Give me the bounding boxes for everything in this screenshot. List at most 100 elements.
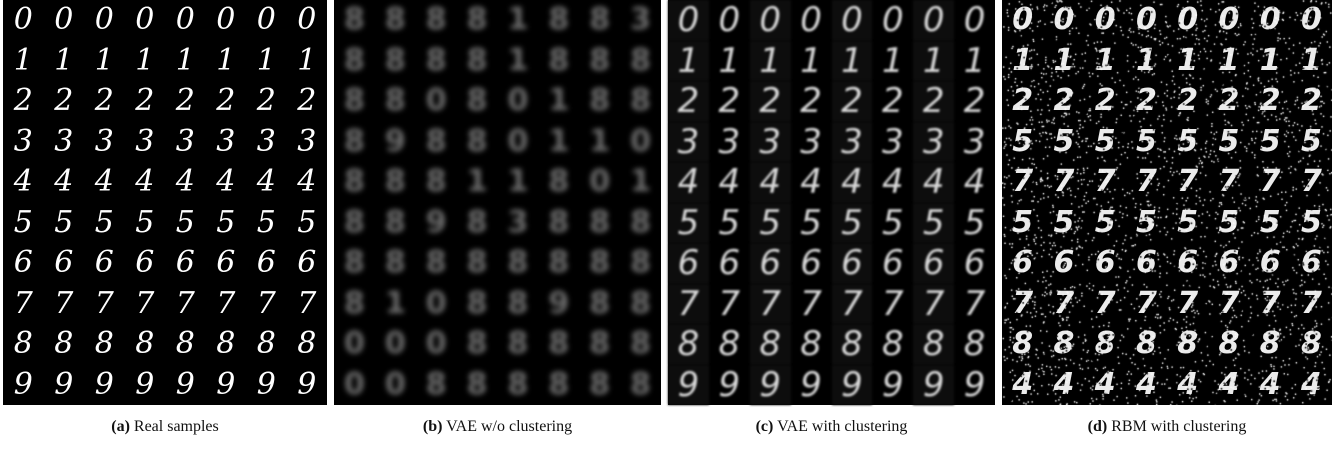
digit-sample: 0 bbox=[344, 366, 365, 402]
digit-sample: 6 bbox=[256, 245, 276, 281]
digit-sample: 0 bbox=[630, 123, 651, 159]
digit-sample: 4 bbox=[831, 162, 873, 203]
digit-sample: 8 bbox=[548, 42, 570, 78]
caption-text: VAE with clustering bbox=[777, 418, 908, 435]
digit-sample: 4 bbox=[963, 162, 986, 203]
digit-sample: 8 bbox=[344, 204, 365, 240]
digit-sample: 4 bbox=[297, 164, 317, 200]
digit-sample: 3 bbox=[800, 121, 822, 162]
digit-sample: 4 bbox=[1053, 366, 1075, 402]
digit-sample: 8 bbox=[425, 42, 447, 78]
digit-sample: 6 bbox=[1053, 245, 1075, 281]
digit-sample: 1 bbox=[831, 40, 873, 81]
caption-text: VAE w/o clustering bbox=[446, 418, 573, 435]
digit-sample: 9 bbox=[425, 204, 447, 240]
digit-sample: 7 bbox=[1094, 164, 1116, 200]
digit-sample: 7 bbox=[1177, 285, 1199, 321]
digit-sample: 8 bbox=[384, 83, 406, 119]
digit-sample: 0 bbox=[718, 0, 741, 41]
digit-sample: 1 bbox=[800, 40, 822, 81]
digit-sample: 4 bbox=[800, 162, 822, 203]
digit-sample: 8 bbox=[344, 42, 365, 78]
digit-sample: 9 bbox=[800, 364, 822, 405]
digit-sample: 6 bbox=[1218, 245, 1240, 281]
digit-sample: 6 bbox=[297, 245, 317, 281]
digit-sample: 0 bbox=[216, 2, 236, 38]
digit-sample: 7 bbox=[1012, 285, 1034, 321]
digit-sample: 8 bbox=[384, 204, 406, 240]
digit-sample: 1 bbox=[548, 83, 570, 119]
digit-sample: 3 bbox=[630, 2, 651, 38]
digit-sample: 7 bbox=[1259, 285, 1281, 321]
digit-sample: 8 bbox=[963, 324, 986, 365]
caption-text: RBM with clustering bbox=[1111, 418, 1247, 435]
digit-sample: 9 bbox=[256, 366, 276, 402]
digit-sample: 7 bbox=[94, 285, 114, 321]
digit-sample: 8 bbox=[384, 42, 406, 78]
digit-sample: 3 bbox=[256, 123, 276, 159]
digit-sample: 5 bbox=[1259, 123, 1281, 159]
digit-sample: 0 bbox=[1177, 2, 1199, 38]
digit-sample: 8 bbox=[718, 324, 741, 365]
digit-sample: 3 bbox=[718, 121, 741, 162]
digit-sample: 8 bbox=[589, 366, 611, 402]
digit-sample: 8 bbox=[425, 245, 447, 281]
digit-sample: 2 bbox=[54, 83, 74, 119]
digit-sample: 8 bbox=[1053, 326, 1075, 362]
digit-sample: 8 bbox=[630, 366, 651, 402]
digit-sample: 2 bbox=[1259, 83, 1281, 119]
digit-sample: 6 bbox=[1177, 245, 1199, 281]
digit-sample: 6 bbox=[718, 243, 741, 284]
digit-sample: 4 bbox=[216, 164, 236, 200]
digit-sample: 4 bbox=[1012, 366, 1034, 402]
digit-sample: 0 bbox=[94, 2, 114, 38]
digit-sample: 0 bbox=[1053, 2, 1075, 38]
digit-sample: 9 bbox=[384, 123, 406, 159]
digit-sample: 0 bbox=[589, 164, 611, 200]
digit-sample: 3 bbox=[668, 121, 709, 162]
digit-sample: 1 bbox=[668, 40, 709, 81]
digit-sample: 8 bbox=[344, 123, 365, 159]
digit-sample: 5 bbox=[1094, 204, 1116, 240]
digit-sample: 8 bbox=[630, 285, 651, 321]
digit-sample: 7 bbox=[135, 285, 155, 321]
digit-sample: 8 bbox=[881, 324, 904, 365]
digit-sample: 0 bbox=[344, 326, 365, 362]
digit-sample: 1 bbox=[963, 40, 986, 81]
digit-sample: 0 bbox=[1218, 2, 1240, 38]
digit-sample: 9 bbox=[297, 366, 317, 402]
digit-sample: 3 bbox=[913, 121, 955, 162]
digit-sample: 7 bbox=[1094, 285, 1116, 321]
digit-sample: 2 bbox=[800, 81, 822, 122]
digit-sample: 8 bbox=[175, 326, 195, 362]
digit-sample: 4 bbox=[1177, 366, 1199, 402]
digit-sample: 1 bbox=[548, 123, 570, 159]
digit-sample: 4 bbox=[1218, 366, 1240, 402]
digit-sample: 8 bbox=[256, 326, 276, 362]
caption-vae-without-clustering: (b) VAE w/o clustering bbox=[334, 418, 661, 436]
digit-sample: 9 bbox=[175, 366, 195, 402]
digit-sample: 4 bbox=[1094, 366, 1116, 402]
digit-sample: 3 bbox=[749, 121, 791, 162]
digit-sample: 5 bbox=[1053, 204, 1075, 240]
caption-label: (c) bbox=[755, 418, 774, 435]
digit-sample: 3 bbox=[297, 123, 317, 159]
digit-sample: 7 bbox=[881, 283, 904, 324]
digit-sample: 8 bbox=[630, 42, 651, 78]
digit-sample: 7 bbox=[1300, 285, 1322, 321]
digit-sample: 8 bbox=[630, 326, 651, 362]
digit-sample: 8 bbox=[344, 245, 365, 281]
digit-sample: 3 bbox=[963, 121, 986, 162]
digit-sample: 1 bbox=[216, 42, 236, 78]
digit-sample: 5 bbox=[1177, 123, 1199, 159]
caption-text: Real samples bbox=[133, 418, 219, 435]
digit-sample: 8 bbox=[507, 245, 529, 281]
digit-sample: 3 bbox=[216, 123, 236, 159]
digit-sample: 8 bbox=[507, 366, 529, 402]
digit-sample: 9 bbox=[668, 364, 709, 405]
digit-sample: 2 bbox=[1300, 83, 1322, 119]
digit-sample: 4 bbox=[13, 164, 33, 200]
digit-sample: 6 bbox=[881, 243, 904, 284]
